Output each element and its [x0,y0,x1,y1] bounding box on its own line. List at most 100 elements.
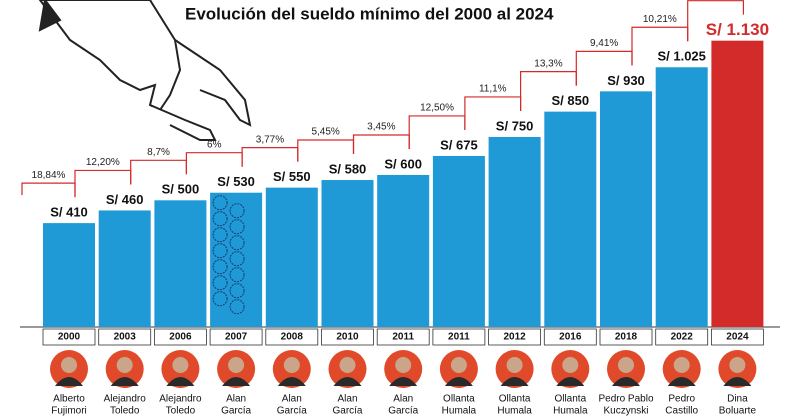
portrait-body [723,377,752,386]
hand [38,0,182,112]
portrait-face [172,357,189,373]
bar [43,223,95,327]
x-tick-label: 2008 [281,332,304,343]
portrait-face [283,357,300,373]
x-tick-label: 2022 [671,332,694,343]
increase-label: 11,1% [479,84,507,95]
portrait-face [618,357,634,373]
value-label: S/ 530 [217,174,255,189]
x-tick-label: 2011 [392,332,414,343]
coin [212,259,228,275]
president-name: Alan [282,394,302,405]
president-name: Humala [497,406,532,417]
portrait-body [333,377,362,386]
bar [655,67,708,327]
president-name: Fujimori [51,406,87,417]
value-label: S/ 580 [329,161,367,176]
increase-bracket [185,152,243,175]
increase-label: 6% [207,139,222,150]
increase-bracket [687,0,744,42]
coin [212,275,228,291]
president-name: Toledo [166,406,196,417]
portrait-body [166,377,195,386]
year-tab [265,328,319,346]
president-name: Alberto [53,394,85,405]
president-name: Alan [337,394,357,405]
bar [488,136,541,327]
portrait-body [500,377,529,386]
year-tab [42,328,96,346]
portrait-body [667,377,696,386]
coin [229,219,245,235]
x-tick-label: 2000 [58,332,81,343]
president-name: Pedro [668,394,695,405]
portrait-body [556,377,585,386]
coin [212,195,228,211]
president-name: Alan [393,394,413,405]
bar [544,111,597,327]
coin [212,227,228,243]
bar [600,91,652,327]
portrait-body [277,377,306,386]
president-name: García [388,406,418,417]
president-name: Pedro Pablo [598,394,653,405]
year-tab [655,328,709,346]
year-tab [488,328,542,346]
coin [229,299,245,315]
president-name: Toledo [110,406,140,417]
year-tab [432,328,486,346]
value-label: S/ 460 [106,192,144,207]
president-name: Dina [727,394,748,405]
coin [229,203,245,219]
x-tick-label: 2003 [114,332,137,343]
value-label: S/ 1.025 [657,49,705,64]
year-tab [98,328,152,346]
portrait-face [506,357,523,373]
portrait-face [450,357,467,373]
year-tab [543,328,597,346]
value-label: S/ 850 [552,93,590,108]
increase-label: 9,41% [590,38,618,49]
portrait-body [222,377,251,386]
hand-illustration [38,0,252,141]
year-tab [711,328,764,346]
president-name: Humala [442,406,477,417]
increase-label: 13,3% [534,58,562,69]
bar [154,200,207,327]
coin [212,291,228,307]
president-name: García [332,406,362,417]
year-tab [599,328,653,346]
year-tab [321,328,374,346]
portrait-face [729,357,746,373]
increase-bracket [352,134,410,155]
bar [377,174,430,327]
president-name: Alejandro [159,394,202,405]
value-label: S/ 930 [607,73,645,88]
portrait-face [562,357,579,373]
president-name: Ollanta [443,394,475,405]
increase-bracket [241,147,299,167]
increase-label: 12,20% [86,157,120,168]
bar [98,210,151,327]
x-tick-label: 2016 [559,332,582,343]
increase-bracket [21,182,76,198]
portrait-face [116,357,133,373]
portrait-body [55,377,83,386]
chart-title: Evolución del sueldo mínimo del 2000 al … [185,4,554,23]
president-name: Boluarte [719,406,757,417]
bar [321,180,374,327]
x-tick-label: 2006 [169,332,192,343]
portrait-face [339,357,356,373]
president-name: García [221,406,251,417]
portrait-body [444,377,473,386]
coin [212,243,228,259]
year-tab [153,328,207,346]
finger [174,39,252,127]
increase-label: 3,45% [367,122,395,133]
portrait-body [612,377,640,386]
value-label: S/ 1.130 [706,20,769,39]
value-label: S/ 500 [162,182,200,197]
x-tick-label: 2010 [336,332,359,343]
x-tick-label: 2011 [448,332,470,343]
increase-bracket [297,139,355,162]
